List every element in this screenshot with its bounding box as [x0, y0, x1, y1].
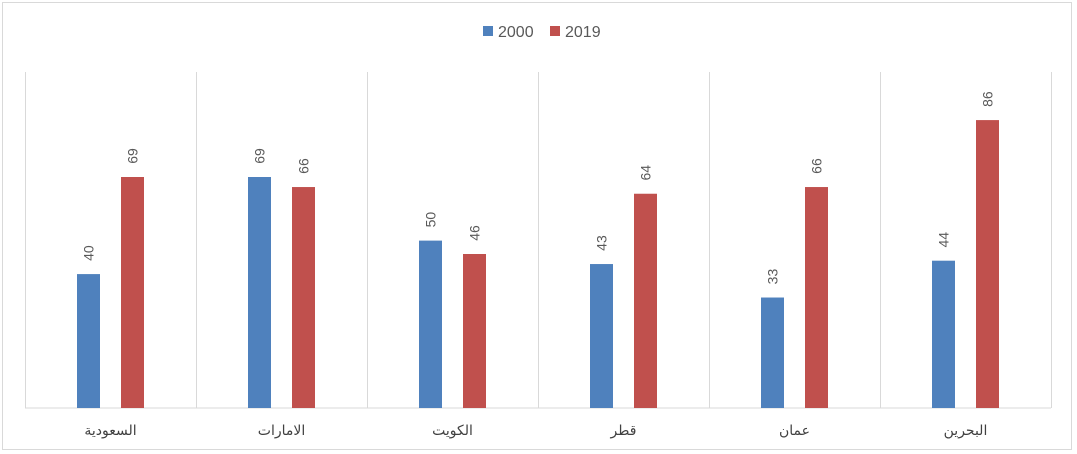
- category-label-3: قطر: [610, 423, 637, 439]
- bars: [77, 120, 999, 408]
- category-label-0: السعودية: [84, 423, 136, 439]
- category-labels: السعودية الامارات الكويت قطر عمان البحرين: [84, 423, 987, 439]
- value-label-2019-5: 86: [980, 91, 996, 107]
- category-label-5: البحرين: [944, 423, 988, 439]
- legend: 2000 2019: [483, 24, 601, 41]
- legend-label-2000: 2000: [498, 24, 534, 41]
- category-label-4: عمان: [779, 423, 810, 439]
- bar-2000-0: [77, 274, 100, 408]
- bar-2000-4: [761, 297, 784, 408]
- value-label-2000-1: 69: [252, 148, 268, 164]
- value-label-2000-4: 33: [765, 269, 781, 285]
- bar-2000-5: [932, 260, 955, 408]
- legend-label-2019: 2019: [565, 24, 601, 41]
- value-label-2019-2: 46: [467, 225, 483, 241]
- legend-swatch-2000: [483, 26, 493, 36]
- bar-2019-1: [292, 187, 315, 408]
- category-separators: [25, 72, 1052, 408]
- value-labels: 40 69 69 66 50 46 43 64 33 66 44 86: [81, 91, 996, 284]
- bar-2019-3: [634, 193, 657, 408]
- value-label-2000-0: 40: [81, 245, 97, 261]
- bar-2019-2: [463, 254, 486, 408]
- bar-2019-4: [805, 187, 828, 408]
- value-label-2000-2: 50: [423, 212, 439, 228]
- value-label-2019-4: 66: [809, 158, 825, 174]
- value-label-2019-3: 64: [638, 165, 654, 181]
- legend-swatch-2019: [550, 26, 560, 36]
- bar-2000-2: [419, 240, 442, 408]
- bar-2000-3: [590, 264, 613, 408]
- value-label-2000-3: 43: [594, 235, 610, 251]
- bar-2000-1: [248, 177, 271, 408]
- value-label-2019-0: 69: [125, 148, 141, 164]
- bar-2019-0: [121, 177, 144, 408]
- bar-2019-5: [976, 120, 999, 408]
- value-label-2000-5: 44: [936, 232, 952, 248]
- value-label-2019-1: 66: [296, 158, 312, 174]
- category-label-1: الامارات: [258, 423, 305, 439]
- category-label-2: الكويت: [432, 423, 473, 439]
